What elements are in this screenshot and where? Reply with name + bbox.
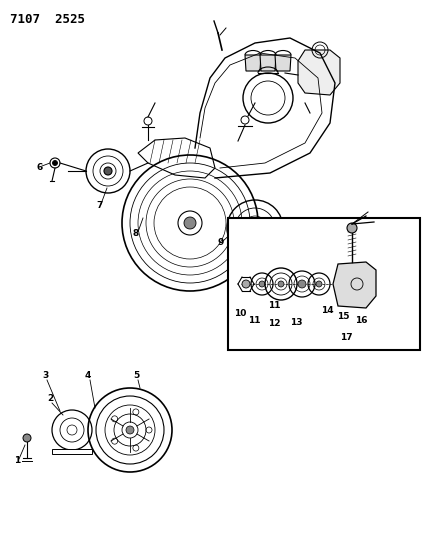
Circle shape [252,225,258,231]
Text: 16: 16 [355,316,368,325]
Text: 10: 10 [234,309,247,318]
Circle shape [278,281,284,287]
Text: 12: 12 [268,319,280,328]
Circle shape [347,223,357,233]
Text: 13: 13 [290,318,303,327]
Text: 14: 14 [321,306,333,315]
Text: 1: 1 [14,456,20,465]
Text: 8: 8 [133,229,139,238]
Text: 4: 4 [85,371,91,380]
Circle shape [104,167,112,175]
Text: 11: 11 [268,301,280,310]
Text: 9: 9 [218,238,224,247]
Text: 3: 3 [42,371,48,380]
Bar [228,218,420,350]
Circle shape [298,280,306,288]
Text: 17: 17 [340,333,353,342]
Text: 5: 5 [133,371,139,380]
Text: 6: 6 [37,163,43,172]
Text: 7: 7 [96,201,102,210]
Circle shape [259,281,265,287]
Polygon shape [275,55,291,71]
Polygon shape [333,262,376,308]
Polygon shape [245,55,261,71]
Circle shape [184,217,196,229]
Circle shape [316,281,322,287]
Polygon shape [260,55,276,71]
Text: 15: 15 [337,312,350,321]
Text: 7107  2525: 7107 2525 [10,13,85,26]
Circle shape [53,160,57,166]
Polygon shape [298,50,340,95]
Circle shape [126,426,134,434]
Bar [52,449,92,454]
Text: 11: 11 [248,316,261,325]
Circle shape [23,434,31,442]
Circle shape [242,280,250,288]
Text: 2: 2 [47,394,53,403]
